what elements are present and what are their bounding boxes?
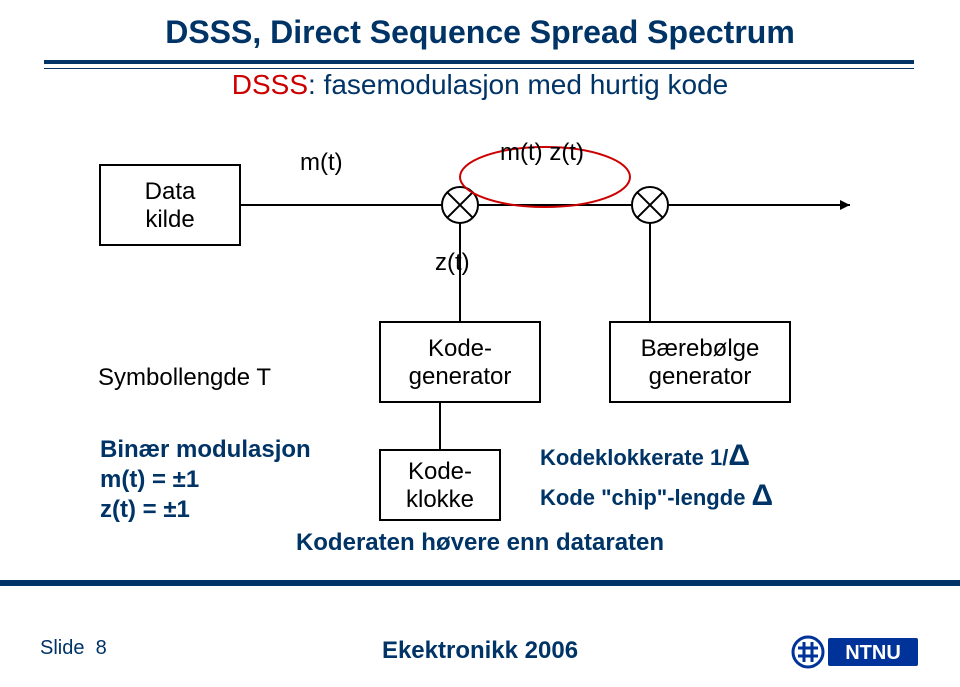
subtitle-rest: : fasemodulasjon med hurtig kode [308,69,728,100]
svg-text:m(t) z(t): m(t) z(t) [500,139,584,166]
svg-text:NTNU: NTNU [845,642,901,664]
slide-title: DSSS, Direct Sequence Spread Spectrum [40,14,920,51]
svg-text:z(t) = ±1: z(t) = ±1 [100,496,190,523]
subtitle-dsss: DSSS [232,69,308,100]
slide-subtitle: DSSS: fasemodulasjon med hurtig kode [40,69,920,101]
node-data-kilde [100,165,240,245]
svg-text:generator: generator [409,363,512,390]
footer-bar [0,580,960,586]
block-diagram: DatakildeKode-generatorBærebølgegenerato… [40,120,920,550]
svg-text:Bærebølge: Bærebølge [641,335,760,362]
svg-text:Binær modulasjon: Binær modulasjon [100,436,311,463]
svg-text:Data: Data [145,178,196,205]
node-kode-generator [380,322,540,402]
svg-text:kilde: kilde [145,206,194,233]
node-baerebolge-generator [610,322,790,402]
svg-text:m(t): m(t) [300,149,343,176]
svg-text:m(t) = ±1: m(t) = ±1 [100,466,199,493]
svg-text:Kode-: Kode- [408,458,472,485]
title-underline-thick [44,60,914,64]
svg-text:Kodeklokkerate 1/Δ: Kodeklokkerate 1/Δ [540,439,750,472]
svg-text:generator: generator [649,363,752,390]
svg-text:Symbollengde T: Symbollengde T [98,364,271,391]
ntnu-logo: NTNU [790,634,920,670]
svg-text:klokke: klokke [406,486,474,513]
svg-text:Koderaten høyere enn dataraten: Koderaten høyere enn dataraten [296,529,664,550]
svg-text:Kode "chip"-lengde Δ: Kode "chip"-lengde Δ [540,479,773,512]
svg-text:z(t): z(t) [435,249,470,276]
svg-text:Kode-: Kode- [428,335,492,362]
